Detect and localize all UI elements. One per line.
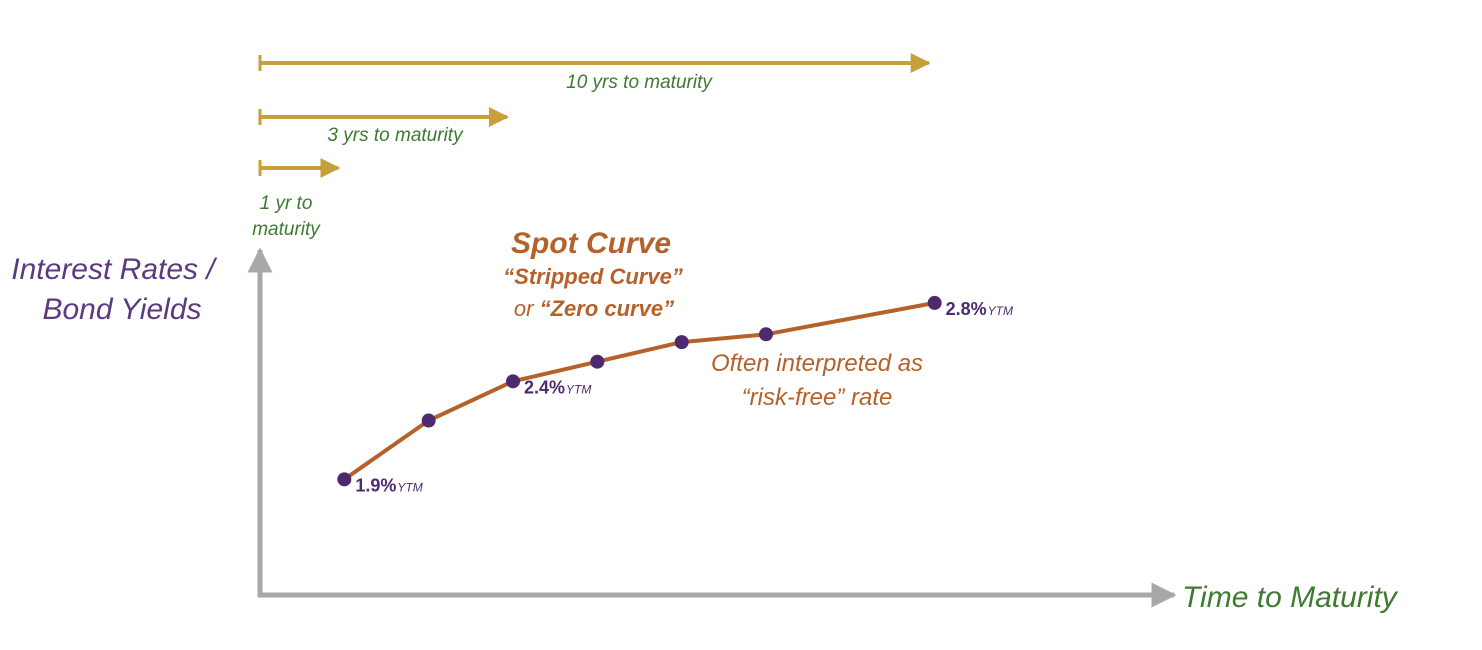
maturity-label-3-line-1: 10 yrs to maturity xyxy=(566,72,713,93)
curve-point-7 xyxy=(927,295,942,310)
y-axis-title-line-1: Interest Rates / xyxy=(11,253,217,286)
point-label-value: 2.4% xyxy=(524,377,565,397)
point-label-unit: YTM xyxy=(397,480,422,494)
point-label-value: 2.8% xyxy=(946,299,987,319)
curve-point-2 xyxy=(421,413,436,428)
point-label-value: 1.9% xyxy=(355,475,396,495)
point-label-2: 2.4%YTM xyxy=(524,377,591,397)
curve-point-6 xyxy=(758,327,773,342)
subtitle-zero-curve: “Zero curve” xyxy=(540,296,675,321)
maturity-label-2-line-1: 3 yrs to maturity xyxy=(327,125,464,146)
curve-point-1 xyxy=(337,472,352,487)
maturity-arrows: 1 yr to maturity 3 yrs to maturity 10 yrs t… xyxy=(252,53,931,240)
spot-curve-subtitle-line-2: or “Zero curve” xyxy=(514,296,674,321)
point-label-unit: YTM xyxy=(566,382,591,396)
risk-free-note-line-2: “risk-free” rate xyxy=(742,384,893,411)
curve-point-3 xyxy=(505,374,520,389)
y-axis-title-line-2: Bond Yields xyxy=(42,293,201,326)
point-label-1: 1.9%YTM xyxy=(355,475,422,495)
point-label-unit: YTM xyxy=(988,304,1013,318)
axes xyxy=(247,247,1177,608)
spot-curve-subtitle-line-1: “Stripped Curve” xyxy=(503,264,683,289)
curve-point-5 xyxy=(674,335,689,350)
risk-free-note-line-1: Often interpreted as xyxy=(711,350,923,377)
curve-point-4 xyxy=(590,354,605,369)
maturity-label-1-line-2: maturity xyxy=(252,219,321,240)
x-axis-title: Time to Maturity xyxy=(1182,581,1399,614)
spot-curve-points xyxy=(337,295,942,487)
point-label-3: 2.8%YTM xyxy=(946,299,1013,319)
subtitle-or-word: or xyxy=(514,296,540,321)
spot-curve-title: Spot Curve xyxy=(511,227,671,260)
maturity-label-1-line-1: 1 yr to xyxy=(260,193,313,214)
